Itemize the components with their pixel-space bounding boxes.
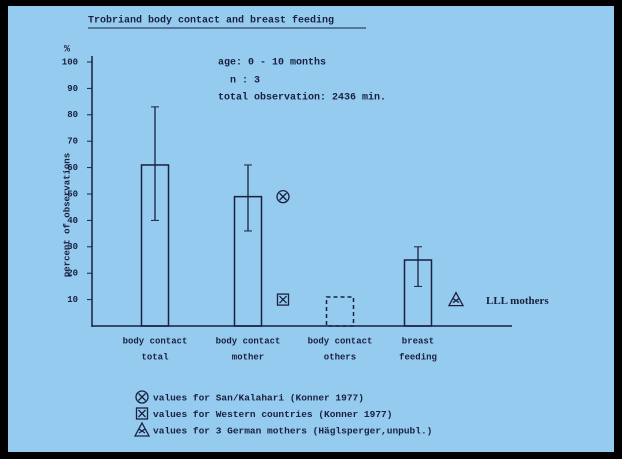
symbol-part — [276, 293, 290, 306]
symbol-part — [135, 390, 149, 404]
annotation: n : 3 — [230, 76, 260, 87]
slide-background — [8, 6, 614, 452]
x-tick-label: body contact — [216, 336, 281, 346]
y-tick-label: 40 — [67, 216, 78, 226]
x-tick-label: total — [141, 352, 169, 362]
x-tick-label: breast — [402, 336, 434, 346]
y-tick-label: 90 — [67, 84, 78, 94]
symbol-part — [279, 295, 287, 304]
marker — [276, 293, 290, 306]
y-tick-label: 80 — [67, 110, 78, 120]
legend-label: values for San/Kalahari (Konner 1977) — [153, 393, 364, 404]
legend-symbol — [133, 421, 151, 437]
x-tick-label: mother — [232, 352, 264, 362]
symbol-part — [138, 409, 146, 418]
y-axis-label: percent of observations — [62, 153, 72, 277]
chart-title: Trobriand body contact and breast feedin… — [88, 15, 334, 27]
annotation: age: 0 - 10 months — [218, 57, 326, 69]
y-unit: % — [64, 45, 70, 56]
symbol-part — [279, 192, 287, 201]
marker — [447, 291, 465, 307]
symbol-part — [452, 298, 460, 304]
x-tick-label: feeding — [399, 352, 437, 362]
symbol-part — [133, 421, 151, 437]
marker — [276, 189, 290, 204]
x-tick-label: body contact — [308, 336, 373, 346]
symbol-part — [135, 407, 149, 420]
symbol-part — [138, 393, 146, 401]
symbol-part — [447, 291, 465, 307]
legend-label: values for Western countries (Konner 197… — [153, 409, 392, 420]
symbol-part — [138, 428, 146, 434]
marker-label: LLL mothers — [486, 295, 549, 307]
y-tick-label: 10 — [67, 295, 78, 305]
legend-symbol — [135, 407, 149, 420]
legend-symbol — [135, 390, 149, 404]
x-tick-label: body contact — [123, 336, 188, 346]
x-tick-label: others — [324, 352, 356, 362]
symbol-part — [276, 189, 290, 204]
legend-label: values for 3 German mothers (Häglsperger… — [153, 426, 432, 437]
y-tick-label: 100 — [62, 57, 78, 67]
annotation: total observation: 2436 min. — [218, 92, 386, 104]
y-tick-label: 70 — [67, 137, 78, 147]
y-tick-label: 60 — [67, 163, 78, 173]
y-tick-label: 20 — [67, 269, 78, 279]
y-tick-label: 50 — [67, 189, 78, 199]
y-tick-label: 30 — [67, 242, 78, 252]
